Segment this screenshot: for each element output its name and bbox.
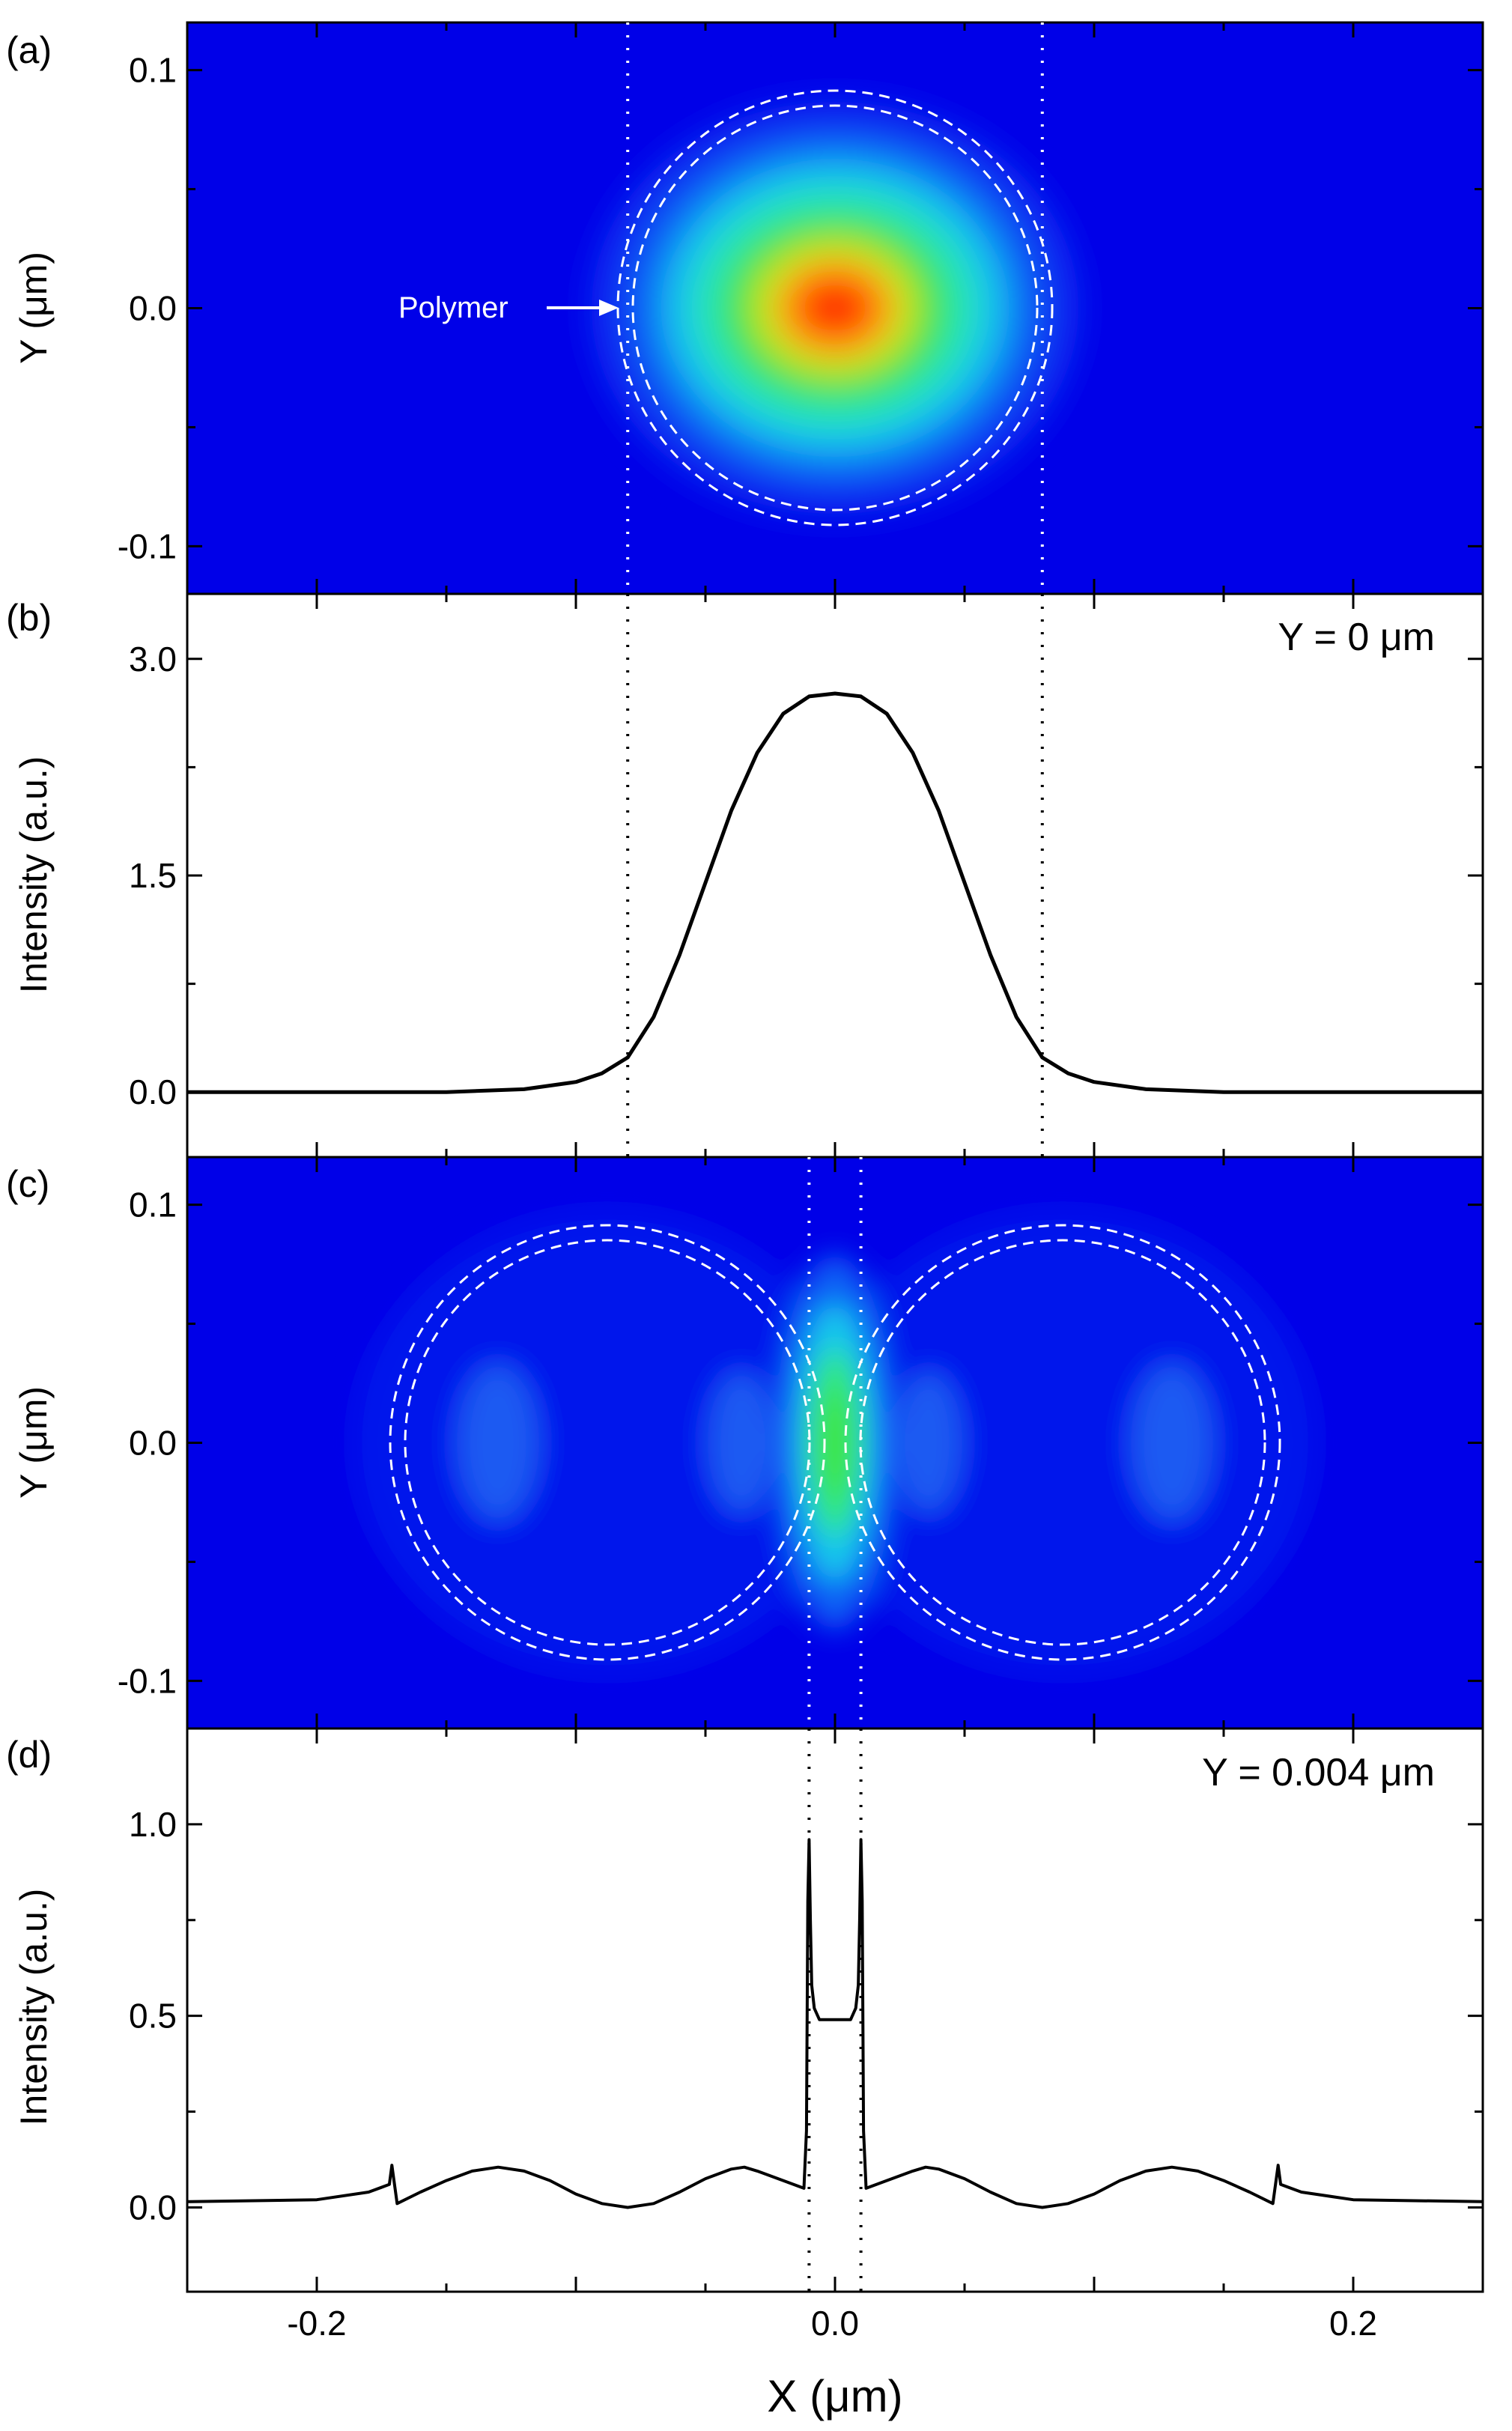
panel-c-y-axis-title: Y (μm) [13, 1386, 55, 1499]
panel-b-annotation: Y = 0 μm [1278, 616, 1435, 659]
panel-a-y-axis-title: Y (μm) [13, 252, 55, 364]
panel-d: Y = 0.004 μm (d) Intensity (a.u.) 1.0 0.5… [6, 1727, 1484, 2421]
polymer-label: Polymer [398, 291, 508, 324]
panel-c: (c) Y (μm) 0.1 0.0 -0.1 [6, 1156, 1484, 1730]
panel-d-label: (d) [6, 1734, 52, 1776]
halo-right [808, 1210, 1317, 1675]
panel-d-intensity-line [186, 1838, 1484, 2209]
panel-a-y-ticks: 0.1 0.0 -0.1 [118, 51, 1483, 565]
panel-b-frame [186, 592, 1484, 1159]
particle-left-shell-outer [389, 1224, 826, 1661]
panel-d-x-ticks: -0.2 0.0 0.2 [287, 2304, 1377, 2343]
y-tick-label: 3.0 [129, 640, 177, 679]
panel-a-label: (a) [6, 29, 52, 71]
panel-b-intensity-line [187, 691, 1483, 1094]
x-tick-label: 0.2 [1329, 2304, 1377, 2343]
lobe-left-outer [457, 1364, 539, 1521]
field-layer-8 [798, 278, 872, 338]
y-tick-label: 0.0 [129, 2188, 177, 2227]
panel-b-label: (b) [6, 597, 52, 639]
panel-b-y-axis-title: Intensity (a.u.) [13, 756, 55, 994]
lobe-right-inner [895, 1371, 962, 1514]
y-tick-label: 0.1 [129, 1186, 177, 1224]
panel-d-y-ticks: 1.0 0.5 0.0 [129, 1805, 1483, 2227]
polymer-shell-inner [631, 104, 1039, 512]
panel-b-y-ticks: 3.0 1.5 0.0 [129, 640, 1483, 1111]
panel-d-plot [186, 1838, 1484, 2209]
lobe-right-outer [1131, 1364, 1213, 1521]
panel-d-annotation: Y = 0.004 μm [1202, 1751, 1435, 1794]
halo-left [353, 1210, 862, 1675]
y-tick-label: 0.0 [129, 1424, 177, 1463]
x-axis-title: X (μm) [767, 2371, 902, 2421]
y-tick-label: 0.1 [129, 51, 177, 90]
y-tick-label: -0.1 [118, 526, 177, 565]
panel-c-label: (c) [6, 1163, 49, 1205]
y-tick-label: -0.1 [118, 1661, 177, 1700]
panel-d-frame [186, 1727, 1484, 2293]
shared-x-ticks [186, 22, 1484, 2292]
lobe-left-inner [708, 1371, 775, 1514]
y-tick-label: 0.0 [129, 289, 177, 328]
y-tick-label: 0.0 [129, 1072, 177, 1111]
panel-a-annotation: Polymer [398, 291, 619, 324]
panel-c-heatmap [187, 1157, 1483, 1729]
y-tick-label: 1.5 [129, 856, 177, 895]
x-tick-label: 0.0 [811, 2304, 859, 2343]
polymer-arrow-head [599, 300, 619, 316]
particle-left-shell-inner [404, 1239, 811, 1646]
particle-right-shell-inner [859, 1239, 1266, 1646]
y-tick-label: 0.5 [129, 1997, 177, 2036]
gap-glow-4 [817, 1386, 853, 1499]
y-tick-label: 1.0 [129, 1805, 177, 1844]
panel-c-y-ticks: 0.1 0.0 -0.1 [118, 1186, 1483, 1700]
panel-b: Y = 0 μm (b) Intensity (a.u.) 3.0 1.5 0.0 [6, 592, 1484, 1159]
panel-a-heatmap [187, 22, 1483, 594]
panel-b-plot [187, 691, 1483, 1094]
x-tick-label: -0.2 [287, 2304, 346, 2343]
panel-d-y-axis-title: Intensity (a.u.) [13, 1889, 55, 2126]
guide-lines [626, 22, 1044, 2292]
particle-right-shell-outer [844, 1224, 1281, 1661]
panel-a: Polymer (a) Y (μm) 0.1 0.0 -0.1 [6, 21, 1484, 595]
